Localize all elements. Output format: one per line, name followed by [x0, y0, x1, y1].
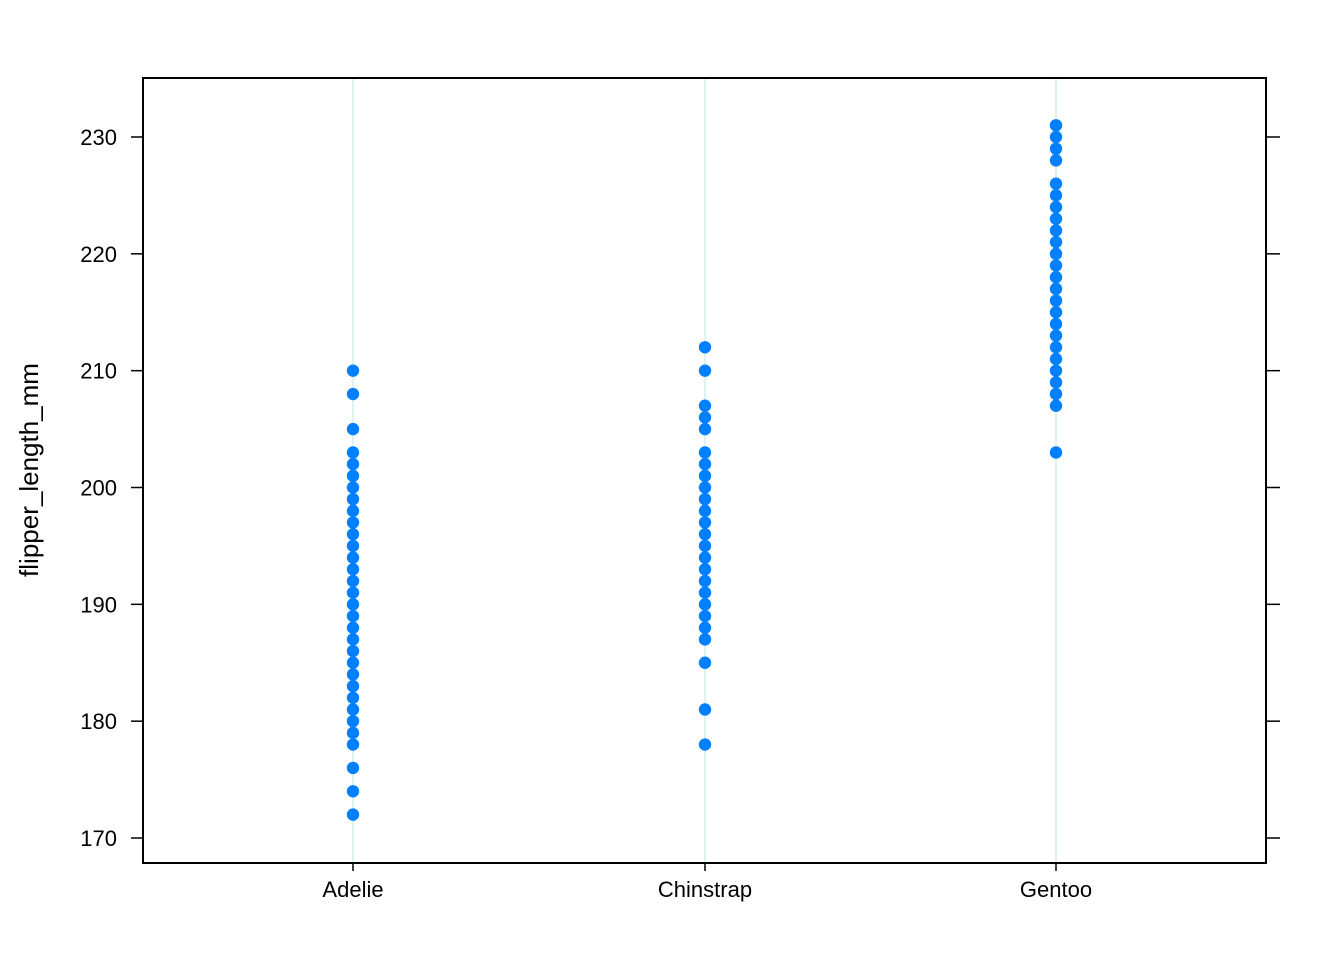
data-point-gentoo	[1049, 306, 1063, 319]
data-point-chinstrap	[698, 656, 712, 669]
data-point-adelie	[346, 644, 360, 658]
data-point-adelie	[346, 808, 360, 821]
x-tick-label-adelie: Adelie	[322, 877, 383, 902]
y-tick-label-220: 220	[80, 242, 117, 267]
data-point-chinstrap	[698, 633, 712, 646]
data-point-gentoo	[1049, 142, 1063, 155]
data-point-gentoo	[1049, 200, 1063, 214]
data-point-chinstrap	[698, 364, 712, 377]
data-point-gentoo	[1049, 177, 1063, 190]
data-point-chinstrap	[698, 574, 712, 588]
data-point-gentoo	[1049, 247, 1063, 261]
data-point-chinstrap	[698, 598, 712, 611]
data-point-chinstrap	[698, 492, 712, 506]
data-point-adelie	[346, 457, 360, 471]
data-point-adelie	[346, 422, 360, 436]
data-point-adelie	[346, 446, 360, 459]
data-point-chinstrap	[698, 446, 712, 459]
data-point-gentoo	[1049, 352, 1063, 366]
data-point-gentoo	[1049, 119, 1063, 132]
data-point-chinstrap	[698, 504, 712, 518]
x-tick-label-gentoo: Gentoo	[1020, 877, 1092, 902]
data-point-chinstrap	[698, 738, 712, 751]
data-point-chinstrap	[698, 457, 712, 471]
data-point-adelie	[346, 656, 360, 669]
data-point-gentoo	[1049, 341, 1063, 354]
data-point-adelie	[346, 785, 360, 798]
data-point-chinstrap	[698, 609, 712, 623]
data-point-adelie	[346, 633, 360, 646]
data-point-adelie	[346, 703, 360, 716]
data-point-adelie	[346, 516, 360, 529]
data-point-chinstrap	[698, 563, 712, 576]
data-point-adelie	[346, 586, 360, 599]
data-point-adelie	[346, 668, 360, 681]
data-point-adelie	[346, 492, 360, 506]
data-point-chinstrap	[698, 399, 712, 412]
data-point-gentoo	[1049, 189, 1063, 202]
data-point-adelie	[346, 691, 360, 704]
data-point-gentoo	[1049, 364, 1063, 377]
x-tick-label-chinstrap: Chinstrap	[658, 877, 752, 902]
data-point-adelie	[346, 714, 360, 728]
data-point-gentoo	[1049, 387, 1063, 401]
y-tick-label-210: 210	[80, 359, 117, 384]
data-point-adelie	[346, 738, 360, 751]
data-point-gentoo	[1049, 329, 1063, 342]
y-tick-label-170: 170	[80, 826, 117, 851]
axis-ticks: Adelie Chinstrap Gentoo 170 180 190 200 210 220 2…	[80, 125, 1280, 902]
data-point-gentoo	[1049, 294, 1063, 307]
y-tick-label-180: 180	[80, 709, 117, 734]
data-point-chinstrap	[698, 703, 712, 716]
data-point-gentoo	[1049, 317, 1063, 331]
data-point-adelie	[346, 598, 360, 611]
data-point-chinstrap	[698, 411, 712, 424]
data-point-gentoo	[1049, 446, 1063, 459]
data-point-chinstrap	[698, 469, 712, 483]
data-point-adelie	[346, 621, 360, 634]
data-point-gentoo	[1049, 130, 1063, 144]
data-point-chinstrap	[698, 551, 712, 564]
data-point-adelie	[346, 761, 360, 775]
data-point-chinstrap	[698, 516, 712, 529]
data-point-adelie	[346, 539, 360, 553]
y-axis-title: flipper_length_mm	[14, 363, 44, 577]
data-point-adelie	[346, 551, 360, 564]
data-point-gentoo	[1049, 282, 1063, 296]
y-tick-label-200: 200	[80, 476, 117, 501]
data-point-adelie	[346, 609, 360, 623]
data-point-chinstrap	[698, 621, 712, 634]
data-point-adelie	[346, 387, 360, 401]
data-point-chinstrap	[698, 528, 712, 541]
data-point-adelie	[346, 679, 360, 693]
y-tick-label-190: 190	[80, 592, 117, 617]
data-point-gentoo	[1049, 399, 1063, 412]
data-point-gentoo	[1049, 376, 1063, 389]
data-point-gentoo	[1049, 212, 1063, 225]
y-tick-label-230: 230	[80, 125, 117, 150]
data-point-adelie	[346, 528, 360, 541]
data-point-gentoo	[1049, 259, 1063, 272]
data-point-adelie	[346, 469, 360, 483]
data-point-adelie	[346, 563, 360, 576]
data-point-adelie	[346, 574, 360, 588]
data-point-chinstrap	[698, 422, 712, 436]
data-points	[346, 119, 1063, 821]
data-point-adelie	[346, 481, 360, 494]
data-point-gentoo	[1049, 235, 1063, 249]
data-point-adelie	[346, 504, 360, 518]
data-point-chinstrap	[698, 481, 712, 494]
data-point-gentoo	[1049, 224, 1063, 237]
data-point-chinstrap	[698, 539, 712, 553]
data-point-gentoo	[1049, 271, 1063, 284]
data-point-gentoo	[1049, 154, 1063, 167]
data-point-chinstrap	[698, 586, 712, 599]
data-point-adelie	[346, 726, 360, 740]
data-point-adelie	[346, 364, 360, 377]
data-point-chinstrap	[698, 341, 712, 354]
